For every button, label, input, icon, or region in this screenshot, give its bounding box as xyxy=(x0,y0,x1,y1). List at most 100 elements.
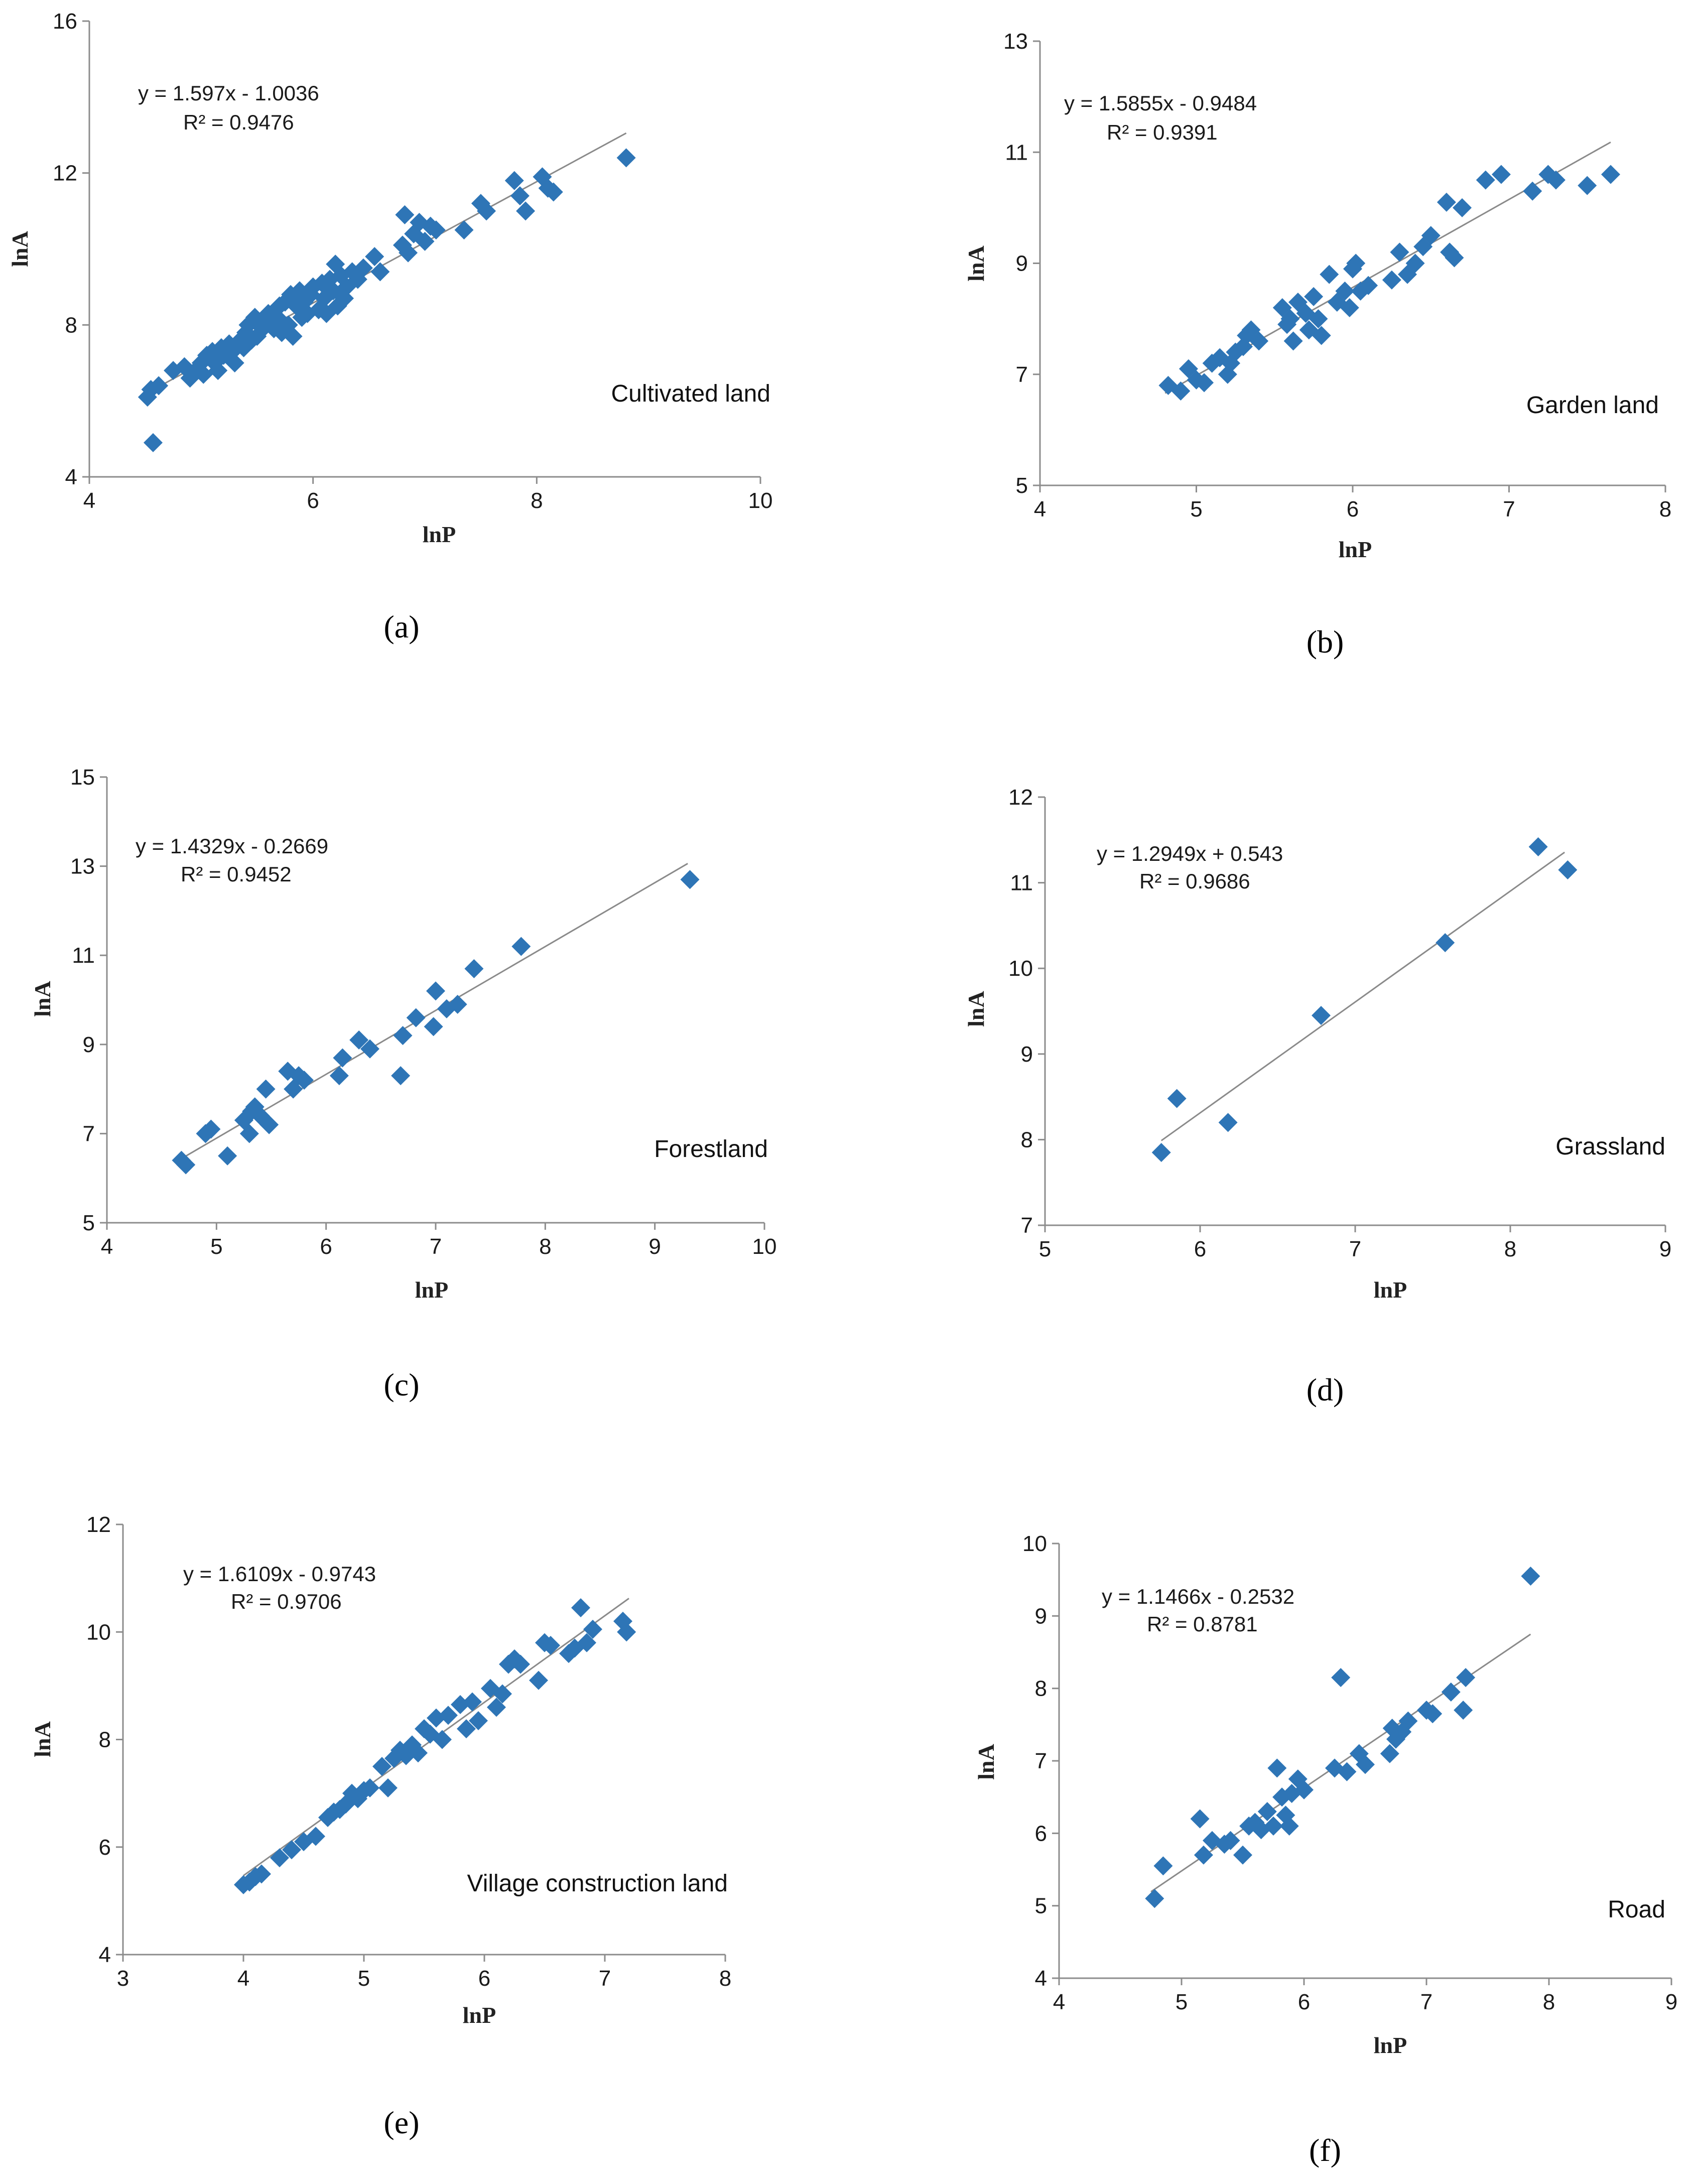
regression-equation: y = 1.2949x + 0.543 xyxy=(1097,842,1283,865)
data-point xyxy=(1453,198,1472,217)
data-point xyxy=(457,1719,476,1739)
data-point xyxy=(616,148,636,168)
y-axis-title: lnA xyxy=(30,1721,55,1757)
data-point xyxy=(1390,242,1409,262)
data-point xyxy=(1335,281,1355,301)
x-tick-label: 6 xyxy=(320,1234,332,1259)
y-tick-label: 15 xyxy=(70,765,95,790)
chart-panel: 7 8 9 10 11 12 5 6 7 8 9 lnP lnA y = 1.2949x + 0.543 R… xyxy=(963,785,1671,1407)
x-axis-title: lnP xyxy=(463,2002,496,2028)
y-axis-title: lnA xyxy=(963,991,989,1027)
data-point xyxy=(544,182,563,202)
data-point xyxy=(511,937,531,956)
data-point xyxy=(1380,1744,1399,1763)
data-point xyxy=(1320,265,1339,284)
data-point xyxy=(1454,1700,1473,1720)
x-tick-label: 9 xyxy=(1659,1237,1671,1261)
y-tick-label: 7 xyxy=(1016,362,1028,387)
data-point xyxy=(1423,1704,1443,1724)
y-tick-label: 4 xyxy=(65,465,77,489)
data-point xyxy=(433,1730,452,1749)
data-point xyxy=(1421,226,1441,245)
data-point xyxy=(1167,1089,1187,1108)
data-point xyxy=(201,1119,221,1139)
chart-panel: 4 5 6 7 8 9 10 4 5 6 7 8 9 lnP lnA y = 1.1466x - 0.2532… xyxy=(973,1531,1677,2168)
land-type-label: Garden land xyxy=(1526,392,1659,419)
data-point xyxy=(1233,1845,1252,1865)
y-tick-label: 11 xyxy=(72,943,95,968)
r-squared-label: R² = 0.8781 xyxy=(1147,1612,1258,1636)
land-type-label: Village construction land xyxy=(467,1870,728,1897)
y-tick-label: 10 xyxy=(1022,1531,1047,1556)
data-point xyxy=(469,1711,488,1731)
r-squared-label: R² = 0.9391 xyxy=(1107,120,1218,144)
data-point xyxy=(1257,1802,1277,1822)
data-point xyxy=(1264,1816,1283,1836)
data-point xyxy=(395,205,415,224)
x-tick-label: 8 xyxy=(1659,497,1671,522)
data-point xyxy=(1312,1006,1331,1025)
y-tick-label: 10 xyxy=(1008,956,1033,981)
r-squared-label: R² = 0.9706 xyxy=(231,1590,342,1613)
data-point xyxy=(577,1633,596,1652)
x-tick-label: 5 xyxy=(1039,1237,1051,1261)
y-tick-label: 9 xyxy=(1021,1042,1033,1067)
data-point xyxy=(1280,309,1300,329)
data-point xyxy=(406,1008,426,1027)
y-tick-label: 5 xyxy=(1016,473,1028,498)
x-tick-label: 8 xyxy=(531,488,543,513)
data-point xyxy=(1190,1809,1210,1829)
y-tick-label: 10 xyxy=(86,1620,111,1644)
data-point xyxy=(393,1026,413,1046)
data-point xyxy=(1249,331,1269,351)
trendline xyxy=(1160,851,1566,1141)
x-axis-title: lnP xyxy=(1374,1277,1407,1303)
data-point xyxy=(1171,381,1191,401)
data-point xyxy=(283,327,303,346)
data-point xyxy=(1437,192,1456,212)
data-point xyxy=(424,1017,443,1037)
y-tick-label: 8 xyxy=(99,1728,111,1752)
data-point xyxy=(1283,331,1303,351)
data-point xyxy=(378,1778,398,1797)
data-point xyxy=(1456,1668,1476,1688)
data-point xyxy=(1491,165,1511,184)
data-point xyxy=(295,1070,314,1090)
data-point xyxy=(448,994,467,1014)
data-point xyxy=(529,1671,548,1690)
data-point xyxy=(426,220,446,240)
data-point xyxy=(1436,933,1455,953)
data-point xyxy=(365,247,384,267)
data-point xyxy=(1476,170,1495,190)
data-point xyxy=(256,1079,276,1099)
data-point xyxy=(571,1598,590,1618)
r-squared-label: R² = 0.9476 xyxy=(183,110,294,134)
regression-equation: y = 1.1466x - 0.2532 xyxy=(1102,1585,1294,1608)
data-point xyxy=(583,1619,602,1639)
data-point xyxy=(487,1698,506,1717)
x-tick-label: 6 xyxy=(1347,497,1359,522)
data-point xyxy=(415,231,435,251)
data-point xyxy=(1153,1856,1173,1876)
data-point xyxy=(1359,276,1378,295)
data-point xyxy=(1356,1755,1375,1774)
x-tick-label: 9 xyxy=(1665,1990,1677,2014)
data-point xyxy=(1445,248,1464,268)
data-point xyxy=(617,1622,636,1642)
data-point xyxy=(329,1066,349,1085)
data-point xyxy=(1441,1682,1461,1702)
y-tick-label: 12 xyxy=(86,1512,111,1537)
data-point xyxy=(1195,373,1214,393)
x-tick-label: 8 xyxy=(1504,1237,1516,1261)
x-tick-label: 9 xyxy=(648,1234,661,1259)
y-tick-label: 8 xyxy=(1035,1677,1047,1701)
x-tick-label: 6 xyxy=(1298,1990,1310,2014)
r-squared-label: R² = 0.9686 xyxy=(1139,869,1250,893)
data-point xyxy=(1558,860,1578,880)
data-point xyxy=(439,1706,458,1725)
x-tick-label: 3 xyxy=(117,1966,129,1991)
y-tick-label: 7 xyxy=(83,1121,95,1146)
data-point xyxy=(1279,1816,1299,1836)
data-point xyxy=(399,243,418,263)
